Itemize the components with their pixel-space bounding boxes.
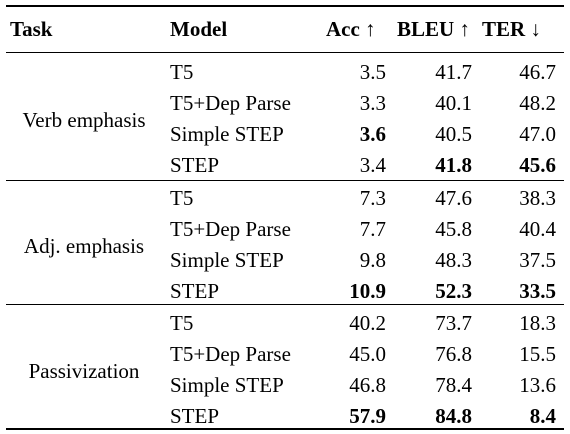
- ter-value: 8.4: [529, 404, 556, 428]
- bleu-value: 52.3: [435, 279, 472, 303]
- task-label: Passivization: [28, 359, 140, 383]
- ter-value: 18.3: [519, 311, 556, 335]
- bleu-value: 47.6: [435, 186, 472, 210]
- acc-value: 3.6: [359, 122, 386, 146]
- group-divider: [6, 180, 564, 181]
- bleu-value: 45.8: [435, 217, 472, 241]
- acc-value: 45.0: [349, 342, 386, 366]
- ter-value: 48.2: [519, 91, 556, 115]
- model-name: T5: [170, 60, 194, 84]
- ter-value: 15.5: [519, 342, 556, 366]
- model-name: STEP: [170, 153, 220, 177]
- bottom-rule: [6, 428, 564, 430]
- ter-value: 45.6: [519, 153, 556, 177]
- header-acc: Acc ↑: [326, 17, 376, 41]
- model-name: Simple STEP: [170, 373, 284, 397]
- ter-value: 33.5: [519, 279, 556, 303]
- model-name: T5+Dep Parse: [170, 342, 291, 366]
- ter-value: 13.6: [519, 373, 556, 397]
- ter-value: 37.5: [519, 248, 556, 272]
- header-model: Model: [170, 17, 228, 41]
- model-name: T5+Dep Parse: [170, 217, 291, 241]
- bleu-value: 78.4: [435, 373, 472, 397]
- ter-value: 40.4: [519, 217, 556, 241]
- bleu-value: 76.8: [435, 342, 472, 366]
- model-name: T5+Dep Parse: [170, 91, 291, 115]
- model-name: STEP: [170, 404, 220, 428]
- ter-value: 46.7: [519, 60, 556, 84]
- bleu-value: 40.1: [435, 91, 472, 115]
- acc-value: 3.3: [359, 91, 386, 115]
- acc-value: 10.9: [349, 279, 386, 303]
- acc-value: 9.8: [359, 248, 386, 272]
- bleu-value: 84.8: [435, 404, 472, 428]
- task-label: Adj. emphasis: [23, 234, 145, 258]
- header-bleu: BLEU ↑: [397, 17, 470, 41]
- header-rule: [6, 52, 564, 53]
- ter-value: 38.3: [519, 186, 556, 210]
- bleu-value: 48.3: [435, 248, 472, 272]
- bleu-value: 40.5: [435, 122, 472, 146]
- top-rule: [6, 5, 564, 7]
- acc-value: 7.7: [359, 217, 386, 241]
- acc-value: 3.4: [359, 153, 386, 177]
- acc-value: 40.2: [349, 311, 386, 335]
- model-name: Simple STEP: [170, 122, 284, 146]
- acc-value: 7.3: [359, 186, 386, 210]
- acc-value: 57.9: [349, 404, 386, 428]
- acc-value: 46.8: [349, 373, 386, 397]
- bleu-value: 41.7: [435, 60, 472, 84]
- ter-value: 47.0: [519, 122, 556, 146]
- group-divider: [6, 304, 564, 305]
- header-task: Task: [10, 17, 53, 41]
- model-name: Simple STEP: [170, 248, 284, 272]
- model-name: T5: [170, 186, 194, 210]
- model-name: STEP: [170, 279, 220, 303]
- bleu-value: 41.8: [435, 153, 472, 177]
- header-ter: TER ↓: [482, 17, 541, 41]
- model-name: T5: [170, 311, 194, 335]
- acc-value: 3.5: [359, 60, 386, 84]
- bleu-value: 73.7: [435, 311, 472, 335]
- task-label: Verb emphasis: [22, 108, 146, 132]
